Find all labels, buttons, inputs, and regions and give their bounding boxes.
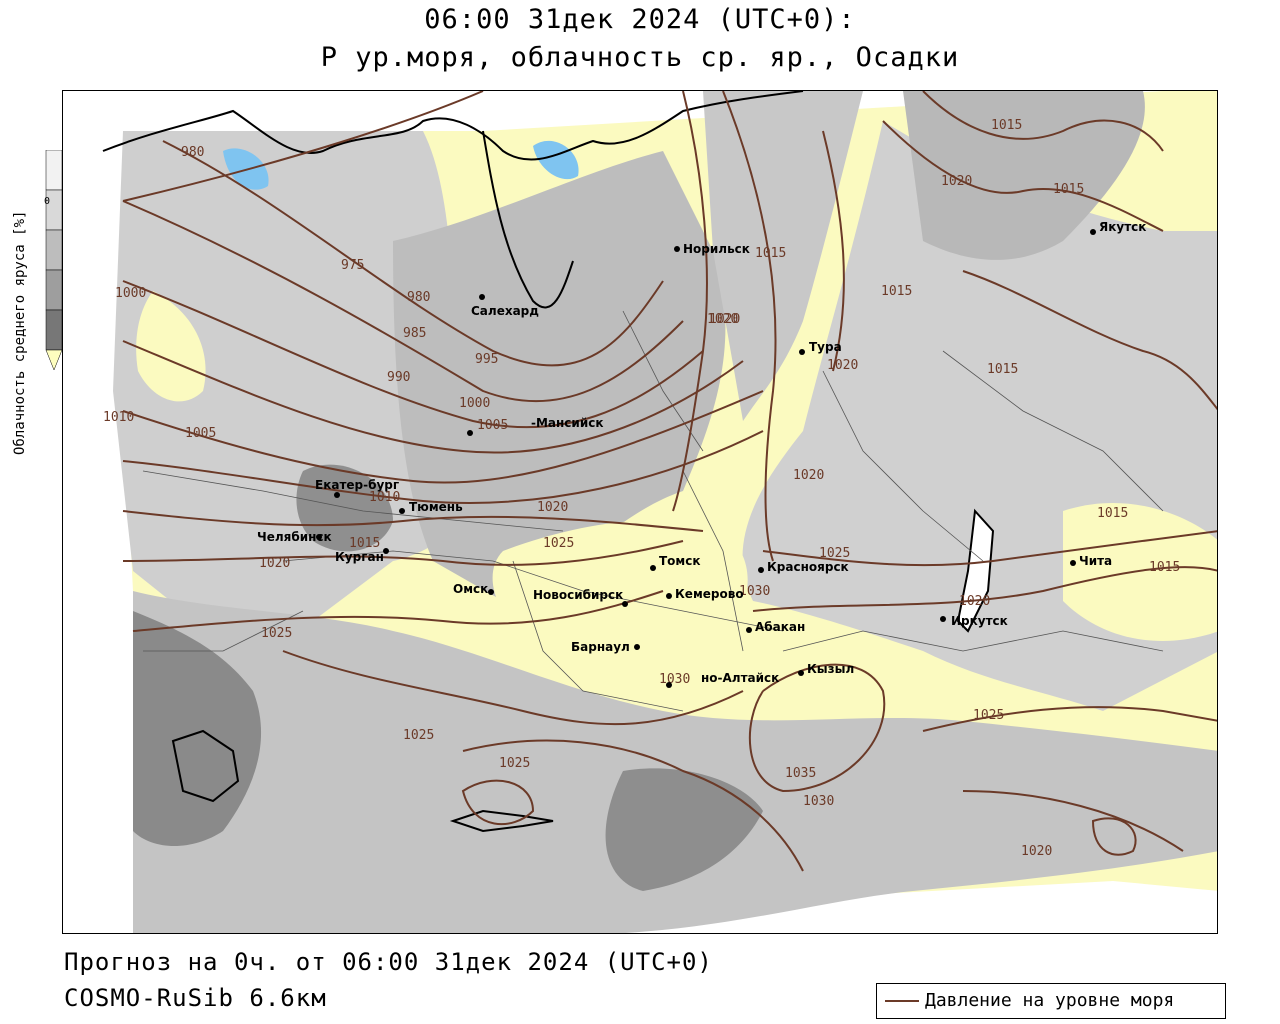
city-label: но-Алтайск [701,671,779,685]
isobar-label: 1005 [477,418,508,433]
city-label: Омск [453,582,488,596]
colorbar-title: Облачность среднего яруса [%] [12,211,28,455]
cloud-area-northeast [903,91,1145,260]
colorbar-band [45,269,63,311]
isobar-label: 1020 [709,312,740,327]
colorbar-band [45,229,63,271]
isobar-label: 1025 [499,756,530,771]
clear-sky-west [136,291,206,402]
weather-map[interactable]: 980 975 980 985 990 995 1000 1005 1000 1… [62,90,1218,934]
colorbar-tick: 90 [44,196,50,207]
isobar-label: 1005 [185,426,216,441]
isobar-label: 1025 [819,546,850,561]
isobar-label: 1020 [537,500,568,515]
isobar-label: 1035 [785,766,816,781]
city-markers: Норильск Якутск Салехард Тура -Мансийск … [257,220,1146,688]
city-label: Кызыл [807,662,854,676]
city-label: Кемерово [675,587,744,601]
chart-subtitle: P ур.моря, облачность ср. яр., Осадки [320,42,960,73]
legend-line-swatch [885,1000,919,1002]
map-canvas: 980 975 980 985 990 995 1000 1005 1000 1… [63,91,1217,933]
cloud-area-south [133,591,1217,933]
isobar-labels: 980 975 980 985 990 995 1000 1005 1000 1… [103,118,1180,859]
isobar-label: 1020 [259,556,290,571]
colorbar-band [45,309,63,351]
isobar-label: 1000 [459,396,490,411]
isobar-label: 1015 [755,246,786,261]
city-label: -Мансийск [531,416,604,430]
clear-sky-east-south [1063,502,1217,641]
isobar-label: 990 [387,370,410,385]
isobar-label: 1025 [543,536,574,551]
colorbar-title-text: Облачность среднего яруса [%] [12,211,28,455]
city-label: Абакан [755,620,805,634]
coastline-balkhash [449,809,554,833]
isobar-label: 980 [181,145,204,160]
isobar-label: 985 [403,326,426,341]
isobars [122,91,1217,872]
cloud-area-north-taymyr [703,91,863,421]
city-label: Чита [1079,554,1112,568]
isobar-label: 1030 [739,584,770,599]
coastline-lake-south [171,729,240,803]
isobar-label: 975 [341,258,364,273]
isobar-label: 1030 [803,794,834,809]
isobar-label: 1020 [941,174,972,189]
city-label: Томск [659,554,701,568]
city-label: Якутск [1099,220,1146,234]
chart-title: 06:00 31дек 2024 (UTC+0): [424,4,856,35]
city-label: Новосибирск [533,588,623,602]
forecast-caption: Прогноз на 0ч. от 06:00 31дек 2024 (UTC+… [64,948,713,976]
isobar-label: 995 [475,352,498,367]
isobar-label: 1025 [403,728,434,743]
city-label: Красноярск [767,560,849,574]
isobar-label: 1020 [707,312,738,327]
colorbar-band-top [45,150,63,191]
colorbar-band-bottom [45,349,63,370]
isobar-label: 1015 [881,284,912,299]
clear-sky-central [492,520,748,662]
isobar-label: 1025 [973,708,1004,723]
city-label: Челябинск [257,530,332,544]
isobar-label: 1010 [103,410,134,425]
admin-borders [142,310,1164,712]
isobar-label: 1015 [1149,560,1180,575]
city-label: Екатер-бург [315,478,399,492]
city-label: Норильск [683,242,750,256]
model-caption: COSMO-RuSib 6.6км [64,984,327,1012]
city-label: Салехард [471,304,539,318]
isobar-label: 1025 [261,626,292,641]
legend-label: Давление на уровне моря [925,990,1175,1011]
isobar-label: 1015 [987,362,1018,377]
cloud-area-south-dark [605,768,763,891]
isobar-label: 1020 [827,358,858,373]
cloud-area-west-central [393,151,726,601]
isobar-label: 1000 [115,286,146,301]
coastline-yamal [482,130,574,309]
cloud-area-west-dark [296,464,393,552]
isobar-label: 1020 [793,468,824,483]
isobar-label: 1010 [369,490,400,505]
isobar-label: 1020 [959,594,990,609]
city-label: Барнаул [571,640,630,654]
city-label: Тюмень [409,500,463,514]
isobar-label: 980 [407,290,430,305]
coastline-arctic [102,91,804,161]
isobar-label: 1015 [1097,506,1128,521]
colorbar: 90 [44,150,63,370]
isobar-label: 1015 [991,118,1022,133]
legend: Давление на уровне моря [876,983,1226,1019]
isobar-label: 1030 [659,672,690,687]
city-label: Тура [809,340,842,354]
city-label: Иркутск [951,614,1008,628]
isobar-label: 1015 [349,536,380,551]
isobar-label: 1020 [1021,844,1052,859]
city-label: Курган [335,550,384,564]
isobar-label: 1015 [1053,182,1084,197]
